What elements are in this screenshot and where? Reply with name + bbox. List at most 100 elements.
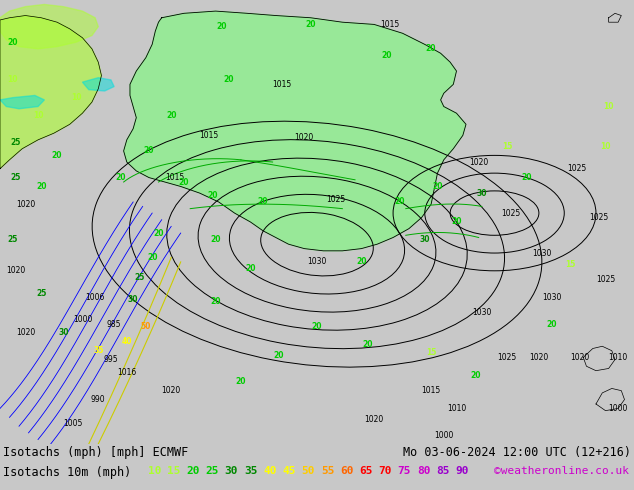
Text: 40: 40 (263, 466, 276, 476)
Text: 995: 995 (103, 355, 119, 364)
Polygon shape (82, 78, 114, 91)
Text: 10: 10 (148, 466, 162, 476)
Text: 15: 15 (502, 142, 512, 151)
Text: 10: 10 (604, 102, 614, 111)
Text: 20: 20 (223, 75, 233, 84)
Text: 1010: 1010 (609, 353, 628, 362)
Text: 45: 45 (282, 466, 296, 476)
Text: 20: 20 (547, 319, 557, 329)
Text: 20: 20 (521, 173, 531, 182)
Text: 990: 990 (91, 395, 106, 404)
Text: 1000: 1000 (73, 315, 92, 324)
Text: 20: 20 (432, 182, 443, 191)
Text: 20: 20 (115, 173, 126, 182)
Text: 20: 20 (8, 38, 18, 47)
Text: 1025: 1025 (590, 213, 609, 222)
Text: 1030: 1030 (542, 293, 561, 302)
Polygon shape (0, 4, 98, 49)
Text: Isotachs 10m (mph): Isotachs 10m (mph) (3, 466, 131, 479)
Text: 10: 10 (33, 111, 43, 120)
Text: 1020: 1020 (529, 353, 548, 362)
Text: 1006: 1006 (86, 293, 105, 302)
Text: 20: 20 (382, 51, 392, 60)
Text: 20: 20 (312, 322, 322, 331)
Text: 80: 80 (417, 466, 430, 476)
Text: 1015: 1015 (380, 20, 399, 29)
Text: 20: 20 (144, 147, 154, 155)
Text: 25: 25 (11, 138, 21, 147)
Text: 15: 15 (167, 466, 181, 476)
Text: 20: 20 (207, 191, 217, 200)
Text: 65: 65 (359, 466, 373, 476)
Text: 30: 30 (128, 295, 138, 304)
Text: 90: 90 (455, 466, 469, 476)
Polygon shape (583, 346, 615, 371)
Text: 20: 20 (451, 218, 462, 226)
Text: 1030: 1030 (307, 257, 327, 267)
Text: ©weatheronline.co.uk: ©weatheronline.co.uk (494, 466, 629, 476)
Text: 25: 25 (134, 273, 145, 282)
Text: 1000: 1000 (609, 404, 628, 413)
Text: 20: 20 (426, 44, 436, 53)
Text: 1030: 1030 (533, 248, 552, 258)
Text: 1030: 1030 (472, 309, 491, 318)
Text: 1016: 1016 (117, 368, 136, 377)
Text: 20: 20 (210, 235, 221, 244)
Text: 20: 20 (258, 197, 268, 206)
Text: 70: 70 (378, 466, 392, 476)
Text: Isotachs (mph) [mph] ECMWF: Isotachs (mph) [mph] ECMWF (3, 446, 188, 459)
Text: 1020: 1020 (365, 415, 384, 424)
Text: 985: 985 (107, 319, 121, 329)
Text: 1000: 1000 (434, 431, 453, 440)
Polygon shape (0, 96, 44, 109)
Text: 1005: 1005 (63, 419, 82, 428)
Text: 20: 20 (394, 197, 404, 206)
Text: 30: 30 (58, 328, 68, 338)
Text: 1025: 1025 (501, 209, 520, 218)
Text: 15: 15 (426, 348, 436, 357)
Text: 1025: 1025 (498, 353, 517, 362)
Text: 20: 20 (363, 340, 373, 348)
Polygon shape (609, 13, 621, 22)
Text: 20: 20 (356, 257, 366, 267)
Text: 10: 10 (8, 75, 18, 84)
Text: 25: 25 (205, 466, 219, 476)
Text: 55: 55 (321, 466, 334, 476)
Text: Mo 03-06-2024 12:00 UTC (12+216): Mo 03-06-2024 12:00 UTC (12+216) (403, 446, 631, 459)
Text: 30: 30 (477, 189, 487, 197)
Text: 1025: 1025 (567, 164, 586, 173)
Text: 60: 60 (340, 466, 354, 476)
Text: 20: 20 (36, 182, 46, 191)
Text: 20: 20 (217, 22, 227, 31)
Text: 20: 20 (306, 20, 316, 29)
Text: 20: 20 (52, 151, 62, 160)
Text: 50: 50 (141, 322, 151, 331)
Text: 35: 35 (93, 346, 103, 355)
Text: 25: 25 (36, 289, 46, 297)
Text: 1020: 1020 (162, 386, 181, 395)
Text: 1015: 1015 (165, 173, 184, 182)
Text: 85: 85 (436, 466, 450, 476)
Text: 1020: 1020 (295, 133, 314, 142)
Text: 20: 20 (166, 111, 176, 120)
Text: 10: 10 (71, 93, 81, 102)
Text: 1015: 1015 (422, 386, 441, 395)
Polygon shape (596, 389, 624, 411)
Text: 1010: 1010 (447, 404, 466, 413)
Text: 1015: 1015 (200, 131, 219, 140)
Text: 25: 25 (11, 173, 21, 182)
Text: 20: 20 (153, 228, 164, 238)
Text: 20: 20 (147, 253, 157, 262)
Text: 15: 15 (566, 260, 576, 269)
Text: 1020: 1020 (469, 158, 488, 167)
Text: 1015: 1015 (273, 80, 292, 89)
Text: 20: 20 (274, 351, 284, 360)
Polygon shape (0, 16, 101, 169)
Text: 20: 20 (186, 466, 200, 476)
Text: 1020: 1020 (6, 266, 25, 275)
Text: 50: 50 (302, 466, 315, 476)
Text: 20: 20 (179, 177, 189, 187)
Text: 30: 30 (225, 466, 238, 476)
Text: 20: 20 (470, 370, 481, 380)
Polygon shape (124, 11, 466, 251)
